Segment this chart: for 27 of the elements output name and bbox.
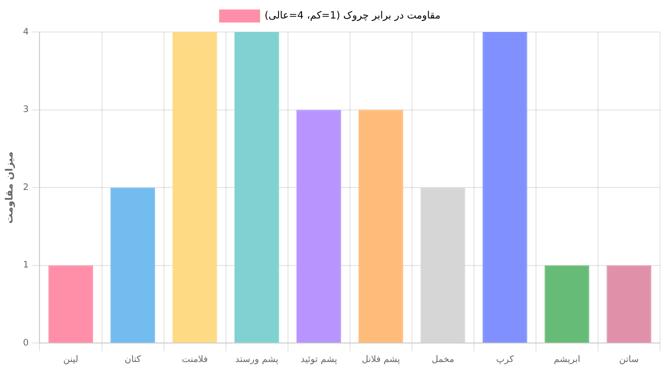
bar <box>358 110 404 343</box>
bar <box>420 188 466 343</box>
x-tick-label: پشم ورستد <box>235 354 279 365</box>
x-tick-label: کرپ <box>496 354 515 365</box>
x-tick-label: مخمل <box>432 354 454 365</box>
y-tick-label: 1 <box>22 260 29 271</box>
y-tick-label: 3 <box>22 105 29 116</box>
bar <box>110 188 156 343</box>
bar <box>48 265 94 343</box>
y-tick-label: 4 <box>22 27 29 38</box>
x-tick-label: پشم توئید <box>300 354 338 365</box>
bar <box>234 32 280 343</box>
x-tick-label: پشم فلانل <box>362 354 401 365</box>
bar <box>482 32 528 343</box>
y-axis-title: میزان مقاومت <box>4 152 16 224</box>
bar <box>606 265 652 343</box>
bar <box>544 265 590 343</box>
y-tick-label: 0 <box>22 338 29 349</box>
x-tick-label: لینن <box>63 354 78 365</box>
x-tick-label: فلامنت <box>182 354 208 365</box>
legend-label: مقاومت در برابر چروک (1=کم، 4=عالی) <box>264 10 440 22</box>
bar <box>172 32 218 343</box>
x-tick-label: ساتن <box>619 354 639 365</box>
x-tick-label: کتان <box>124 354 142 365</box>
y-tick-label: 2 <box>22 182 29 193</box>
x-tick-label: ابریشم <box>554 354 580 365</box>
bar <box>296 110 342 343</box>
